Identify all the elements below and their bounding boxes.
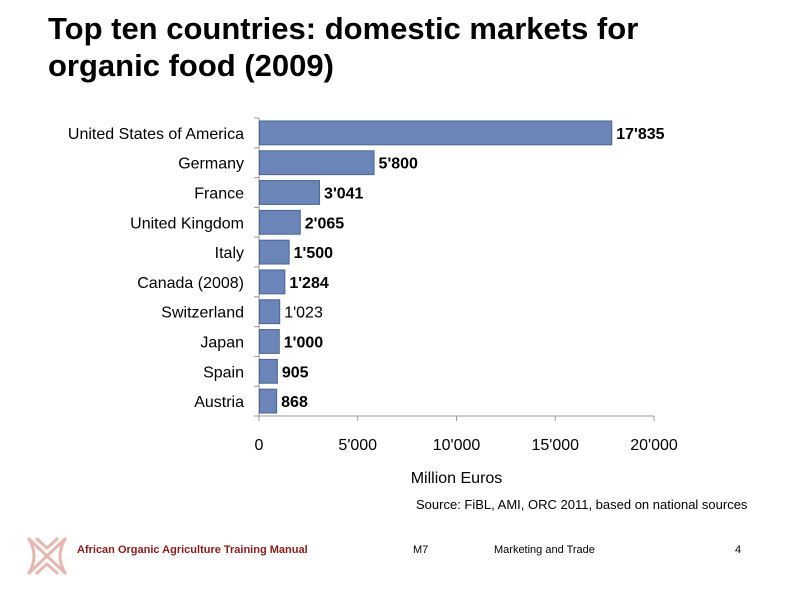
y-tick-label: United States of America <box>68 126 244 143</box>
bar <box>259 180 321 205</box>
bar <box>259 299 281 325</box>
data-label: 1'023 <box>284 305 323 322</box>
data-label: 2'065 <box>305 215 345 232</box>
footer-module: M7 <box>413 544 429 556</box>
x-tick-label: 0 <box>255 437 264 454</box>
bar <box>259 388 278 414</box>
footer-topic: Marketing and Trade <box>494 544 595 556</box>
data-label: 5'800 <box>379 156 419 173</box>
page-title-line-1: Top ten countries: domestic markets for <box>48 11 639 46</box>
data-label: 1'500 <box>294 245 334 262</box>
bar-chart: United States of America 17'835 Germany 5'8… <box>68 117 678 487</box>
bar <box>259 209 301 235</box>
bar <box>259 239 290 265</box>
source-note: Source: FiBL, AMI, ORC 2011, based on na… <box>416 497 748 512</box>
y-tick-label: Switzerland <box>161 305 244 322</box>
y-tick-label: France <box>194 186 244 203</box>
bar <box>259 329 280 354</box>
y-tick-label: Spain <box>203 364 244 381</box>
aoatm-logo-icon <box>27 537 67 575</box>
bar <box>259 120 613 146</box>
data-label: 905 <box>282 364 309 381</box>
x-tick-label: 10'000 <box>433 437 481 454</box>
y-tick-label: Japan <box>200 335 244 352</box>
footer-manual-title: African Organic Agriculture Training Man… <box>77 544 308 556</box>
data-label: 1'284 <box>289 275 329 292</box>
bar <box>259 150 375 176</box>
data-label: 3'041 <box>324 186 364 203</box>
y-tick-label: Canada (2008) <box>137 275 244 292</box>
x-tick-label: 15'000 <box>531 437 579 454</box>
y-tick-label: Germany <box>178 156 244 173</box>
page-title: Top ten countries: domestic markets for … <box>48 10 748 84</box>
data-label: 868 <box>281 394 308 411</box>
y-tick-label: Austria <box>194 394 244 411</box>
page-title-line-2: organic food (2009) <box>48 48 334 83</box>
bar <box>259 358 278 384</box>
y-tick-label: United Kingdom <box>130 215 244 232</box>
x-tick-label: 20'000 <box>630 437 678 454</box>
bar <box>259 269 286 295</box>
data-label: 1'000 <box>284 335 324 352</box>
x-tick-label: 5'000 <box>338 437 377 454</box>
footer-page-number: 4 <box>735 544 742 556</box>
x-axis-label: Million Euros <box>411 470 503 487</box>
data-label: 17'835 <box>616 126 664 143</box>
y-tick-label: Italy <box>215 245 244 262</box>
